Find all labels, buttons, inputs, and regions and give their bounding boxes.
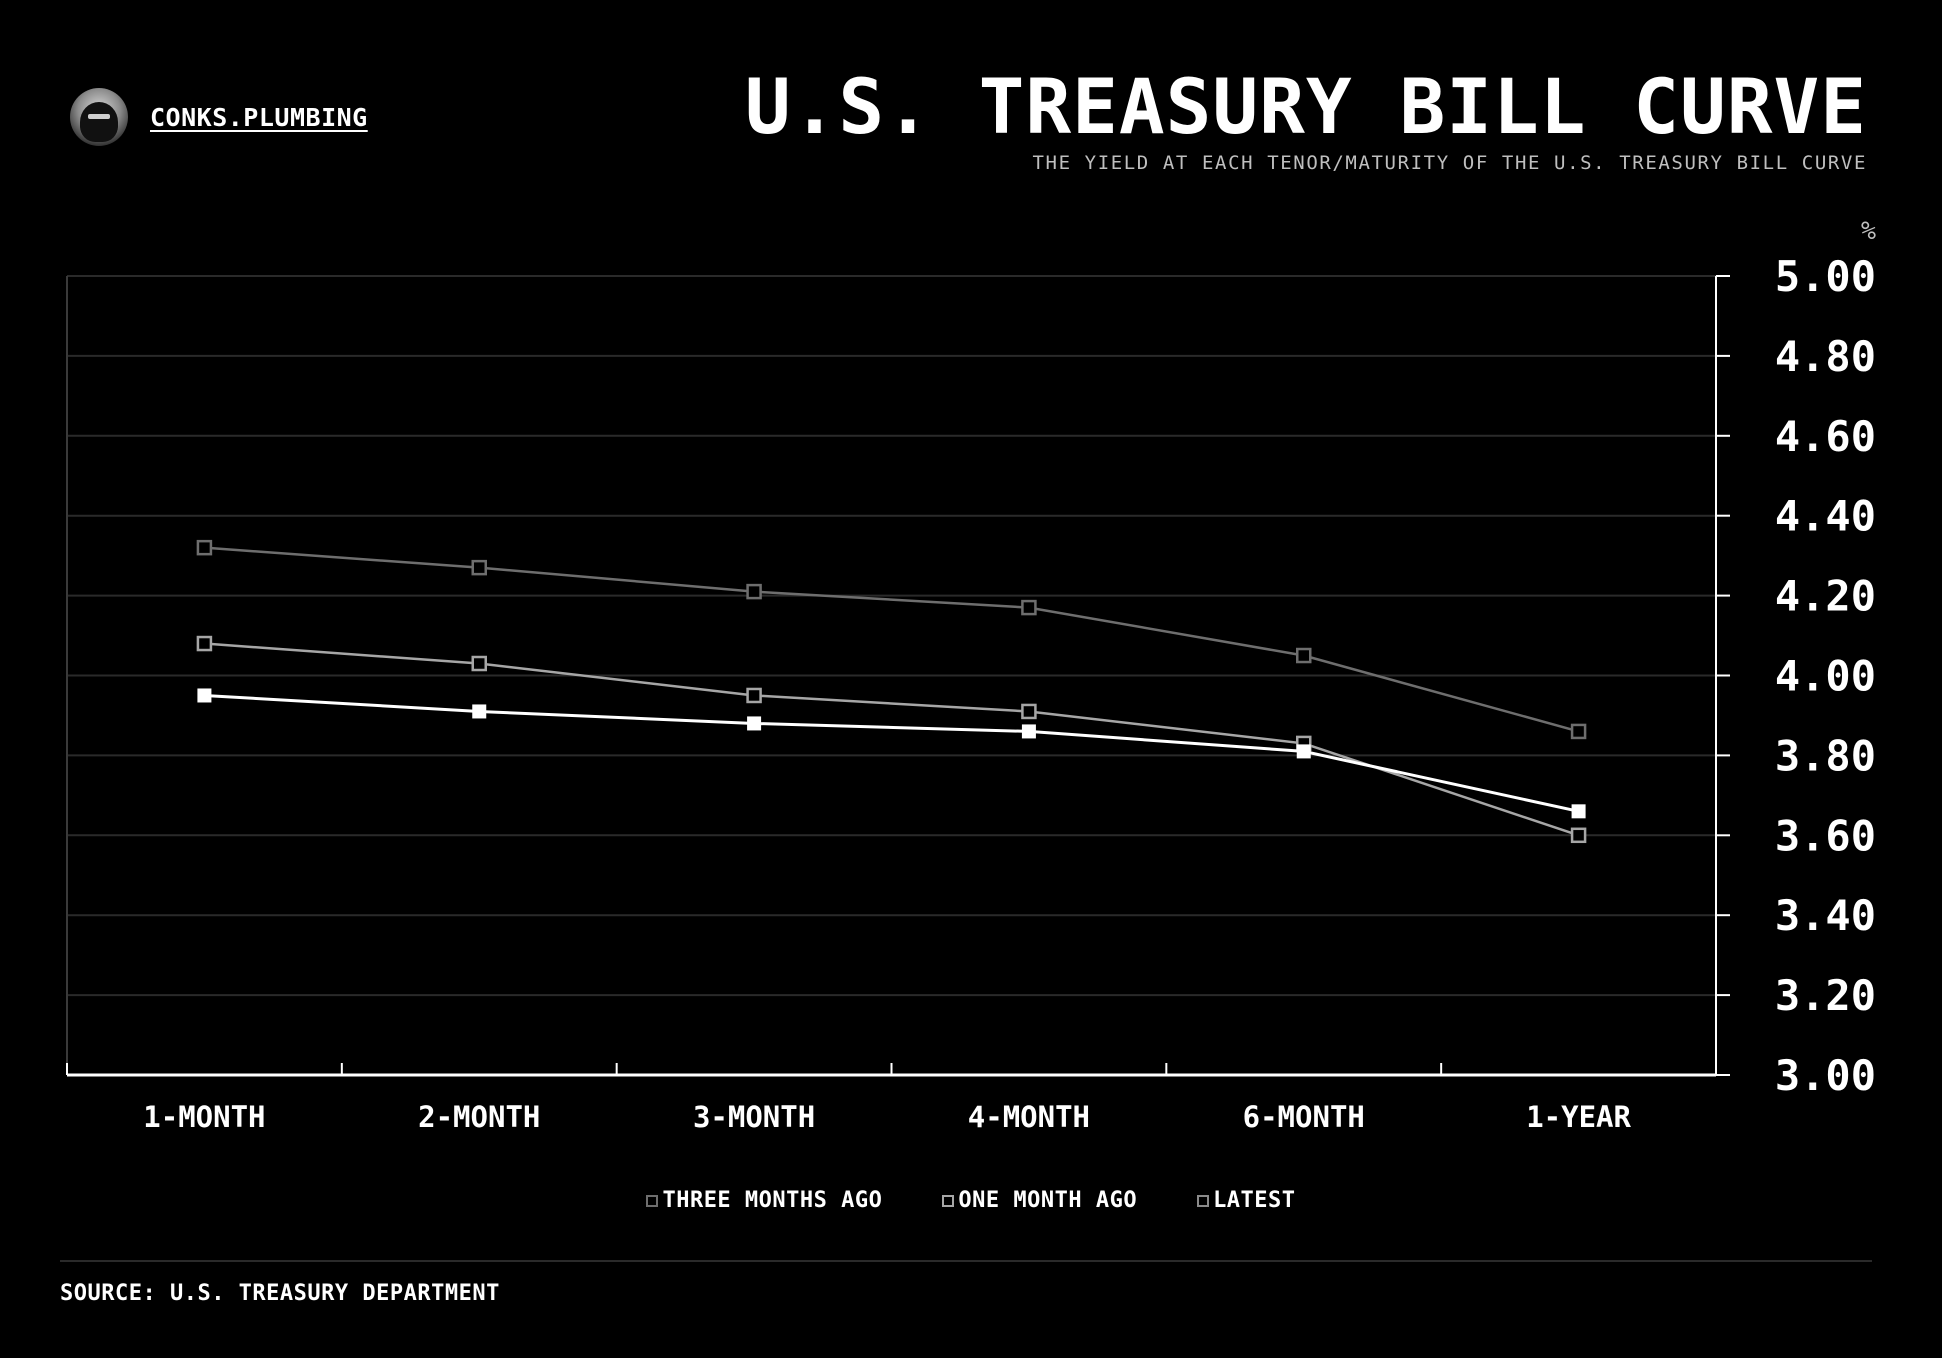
- x-tick-label: 3-MONTH: [693, 1100, 815, 1134]
- data-point: [746, 687, 762, 704]
- legend-swatch-latest: [1197, 1194, 1210, 1207]
- data-point: [197, 688, 212, 703]
- data-point: [1021, 703, 1037, 720]
- data-point: [1571, 804, 1586, 819]
- brand: CONKS.PLUMBING: [70, 88, 368, 146]
- axis-labels: 3.00 3.20 3.40 3.60 3.80 4.00 4.20 4.40 4.60 4.80…: [143, 252, 1876, 1134]
- x-tick-label: 1-YEAR: [1526, 1100, 1631, 1134]
- x-tick-label: 1-MONTH: [143, 1100, 265, 1134]
- data-point: [747, 716, 762, 731]
- data-point: [196, 635, 213, 652]
- source-note: SOURCE: U.S. TREASURY DEPARTMENT: [60, 1281, 500, 1306]
- x-tick-label: 4-MONTH: [968, 1100, 1090, 1134]
- y-axis-unit: %: [1860, 216, 1876, 245]
- data-point: [1296, 647, 1312, 664]
- chart-legend: THREE MONTHS AGO ONE MONTH AGO LATEST: [0, 1188, 1942, 1213]
- legend-label: THREE MONTHS AGO: [662, 1188, 883, 1213]
- series-lines: [196, 539, 1587, 844]
- chart-axes: [66, 275, 1730, 1077]
- x-tick-label: 6-MONTH: [1243, 1100, 1365, 1134]
- series-line-latest: [204, 693, 1579, 813]
- y-tick-label: 3.60: [1775, 811, 1876, 860]
- data-point: [1570, 723, 1587, 740]
- y-tick-label: 4.20: [1775, 572, 1876, 621]
- legend-swatch-one-month-ago: [942, 1194, 955, 1207]
- legend-label: LATEST: [1213, 1188, 1296, 1213]
- page-subtitle: THE YIELD AT EACH TENOR/MATURITY OF THE …: [1032, 152, 1867, 174]
- data-point: [1021, 724, 1036, 739]
- y-tick-label: 3.40: [1775, 891, 1876, 940]
- series-line-three-months-ago: [204, 546, 1579, 733]
- data-point: [472, 704, 487, 719]
- data-point: [746, 583, 762, 600]
- series-line-one-month-ago: [204, 642, 1579, 837]
- y-tick-label: 3.20: [1775, 971, 1876, 1020]
- data-point: [1570, 827, 1587, 844]
- y-tick-label: 3.80: [1775, 731, 1876, 780]
- legend-item-one-month-ago: ONE MONTH AGO: [942, 1188, 1137, 1213]
- data-point: [196, 539, 213, 556]
- y-tick-label: 4.80: [1775, 332, 1876, 381]
- footer-divider: [60, 1260, 1872, 1262]
- x-tick-label: 2-MONTH: [418, 1100, 540, 1134]
- data-point: [1021, 599, 1037, 616]
- data-point: [1296, 744, 1311, 759]
- data-point: [471, 559, 487, 576]
- page-title: U.S. TREASURY BILL CURVE: [744, 62, 1867, 151]
- legend-item-three-months-ago: THREE MONTHS AGO: [646, 1188, 882, 1213]
- legend-item-latest: LATEST: [1197, 1188, 1295, 1213]
- masked-figure-icon: [70, 88, 128, 146]
- y-tick-label: 4.60: [1775, 412, 1876, 461]
- y-tick-label: 3.00: [1775, 1051, 1876, 1100]
- y-tick-label: 4.00: [1775, 652, 1876, 701]
- brand-link[interactable]: CONKS.PLUMBING: [150, 102, 368, 132]
- y-tick-label: 4.40: [1775, 492, 1876, 541]
- legend-label: ONE MONTH AGO: [958, 1188, 1138, 1213]
- y-tick-label: 5.00: [1775, 252, 1876, 301]
- legend-swatch-three-months-ago: [646, 1194, 659, 1207]
- data-point: [471, 655, 487, 672]
- grid-lines: [67, 275, 1716, 1076]
